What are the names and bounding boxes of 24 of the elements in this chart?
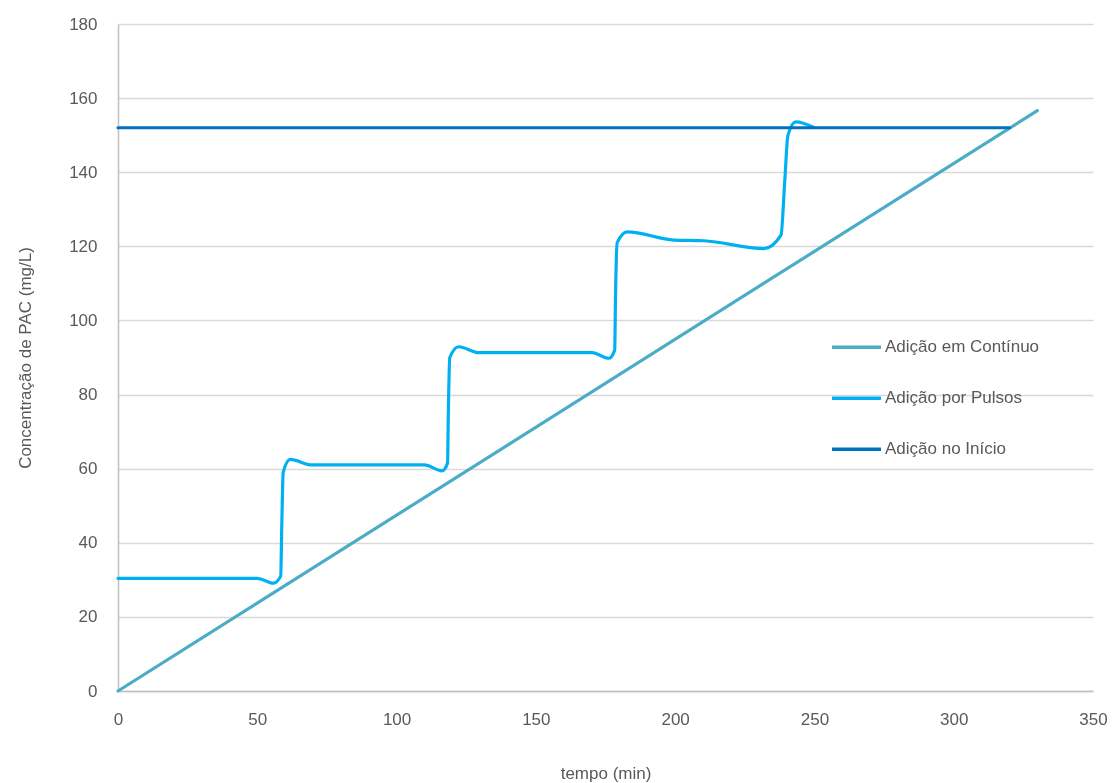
legend-label: Adição em Contínuo [885, 337, 1040, 357]
y-tick-label: 60 [78, 459, 98, 479]
y-axis-title: Concentração de PAC (mg/L) [16, 247, 36, 469]
x-tick-label: 200 [661, 709, 690, 729]
y-tick-label: 40 [78, 533, 98, 553]
y-tick-label: 100 [69, 310, 98, 330]
y-tick-label: 180 [69, 14, 98, 34]
y-tick-label: 0 [88, 681, 98, 701]
x-tick-label: 50 [248, 709, 268, 729]
y-tick-label: 120 [69, 236, 98, 256]
y-tick-label: 20 [78, 607, 98, 627]
x-tick-label: 250 [800, 709, 830, 729]
line-series [116, 120, 816, 585]
x-tick-label: 100 [382, 709, 412, 729]
x-tick-label: 0 [113, 709, 124, 729]
legend-label: Adição no Início [885, 439, 1006, 459]
x-tick-label: 350 [1079, 709, 1108, 729]
y-tick-label: 80 [78, 385, 98, 405]
x-tick-label: 150 [522, 709, 551, 729]
y-tick-label: 160 [69, 88, 98, 108]
legend-label: Adição por Pulsos [885, 388, 1023, 408]
y-tick-label: 140 [69, 162, 98, 182]
x-axis-title: tempo (min) [560, 763, 652, 783]
x-tick-label: 300 [940, 709, 969, 729]
